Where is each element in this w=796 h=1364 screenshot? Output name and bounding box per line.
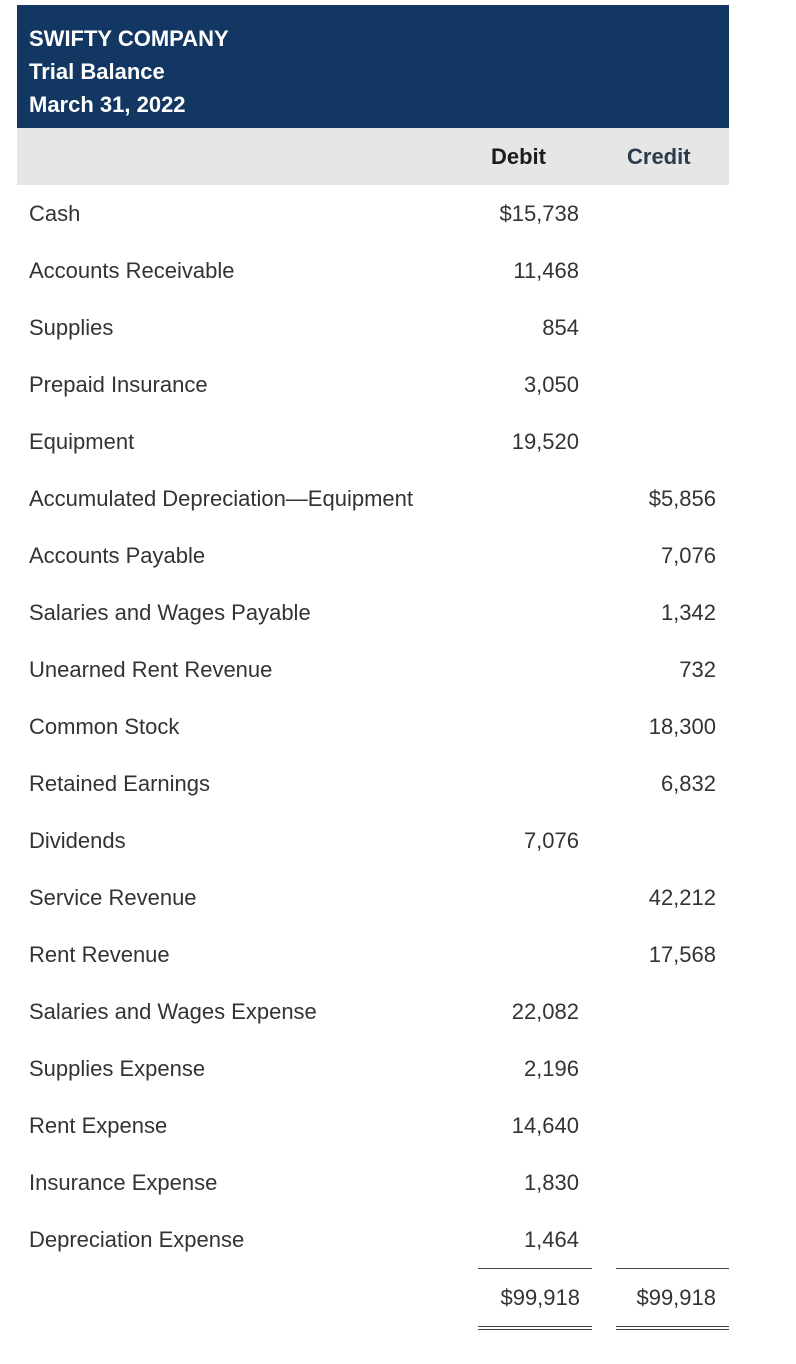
account-name: Supplies	[29, 315, 114, 340]
account-name: Salaries and Wages Payable	[29, 600, 311, 625]
account-name: Prepaid Insurance	[29, 372, 208, 397]
credit-amount: 17,568	[648, 942, 716, 967]
statement-title: Trial Balance	[29, 59, 165, 84]
table-row: Service Revenue 42,212	[17, 869, 729, 926]
account-name: Accumulated Depreciation—Equipment	[29, 486, 413, 511]
debit-amount: $15,738	[499, 201, 579, 226]
account-name: Unearned Rent Revenue	[29, 657, 273, 682]
debit-amount: 1,830	[523, 1170, 579, 1195]
table-row: Supplies Expense 2,196	[17, 1040, 729, 1097]
table-row: Accumulated Depreciation—Equipment $5,85…	[17, 470, 729, 527]
debit-amount: 854	[542, 315, 579, 340]
table-row: Salaries and Wages Payable 1,342	[17, 584, 729, 641]
statement-date: March 31, 2022	[29, 92, 186, 117]
table-row: Dividends 7,076	[17, 812, 729, 869]
debit-amount: 11,468	[513, 258, 579, 283]
account-name: Supplies Expense	[29, 1056, 206, 1081]
debit-amount: 7,076	[523, 828, 579, 853]
credit-amount: 7,076	[660, 543, 716, 568]
debit-amount: 1,464	[523, 1227, 579, 1252]
total-debit-cell: $99,918	[478, 1268, 592, 1330]
table-row: Rent Revenue 17,568	[17, 926, 729, 983]
debit-amount: 2,196	[523, 1056, 579, 1081]
account-name: Accounts Receivable	[29, 258, 235, 283]
debit-column-header: Debit	[491, 144, 546, 169]
credit-amount: 18,300	[648, 714, 716, 739]
account-name: Depreciation Expense	[29, 1227, 245, 1252]
table-row: Cash $15,738	[17, 185, 729, 242]
credit-amount: 6,832	[660, 771, 716, 796]
account-name: Salaries and Wages Expense	[29, 999, 317, 1024]
column-header-row: Debit Credit	[17, 128, 729, 185]
account-name: Rent Revenue	[29, 942, 170, 967]
debit-amount: 14,640	[511, 1113, 579, 1138]
credit-amount: 1,342	[660, 600, 716, 625]
account-name: Equipment	[29, 429, 135, 454]
table-row: Insurance Expense 1,830	[17, 1154, 729, 1211]
table-row: Accounts Receivable 11,468	[17, 242, 729, 299]
credit-amount: $5,856	[648, 486, 716, 511]
account-name: Cash	[29, 201, 81, 226]
account-name: Insurance Expense	[29, 1170, 218, 1195]
account-name: Accounts Payable	[29, 543, 206, 568]
statement-header: SWIFTY COMPANY Trial Balance March 31, 2…	[17, 5, 729, 128]
total-debit-amount: $99,918	[500, 1285, 580, 1310]
table-row: Equipment 19,520	[17, 413, 729, 470]
table-row: Common Stock 18,300	[17, 698, 729, 755]
account-name: Retained Earnings	[29, 771, 211, 796]
debit-amount: 22,082	[511, 999, 579, 1024]
table-row: Unearned Rent Revenue 732	[17, 641, 729, 698]
table-row: Depreciation Expense 1,464	[17, 1211, 729, 1268]
totals-row: $99,918 $99,918	[17, 1268, 729, 1332]
table-row: Accounts Payable 7,076	[17, 527, 729, 584]
credit-amount: 732	[679, 657, 716, 682]
table-row: Prepaid Insurance 3,050	[17, 356, 729, 413]
credit-amount: 42,212	[648, 885, 716, 910]
table-row: Rent Expense 14,640	[17, 1097, 729, 1154]
debit-amount: 3,050	[523, 372, 579, 397]
account-name: Service Revenue	[29, 885, 197, 910]
trial-balance-rows: Cash $15,738 Accounts Receivable 11,468 …	[17, 185, 729, 1268]
account-name: Rent Expense	[29, 1113, 168, 1138]
total-credit-amount: $99,918	[636, 1285, 716, 1310]
account-name: Dividends	[29, 828, 126, 853]
credit-column-header: Credit	[627, 144, 691, 169]
company-name: SWIFTY COMPANY	[29, 26, 229, 51]
account-name: Common Stock	[29, 714, 180, 739]
table-row: Retained Earnings 6,832	[17, 755, 729, 812]
table-row: Salaries and Wages Expense 22,082	[17, 983, 729, 1040]
total-credit-cell: $99,918	[616, 1268, 729, 1330]
table-row: Supplies 854	[17, 299, 729, 356]
debit-amount: 19,520	[511, 429, 579, 454]
